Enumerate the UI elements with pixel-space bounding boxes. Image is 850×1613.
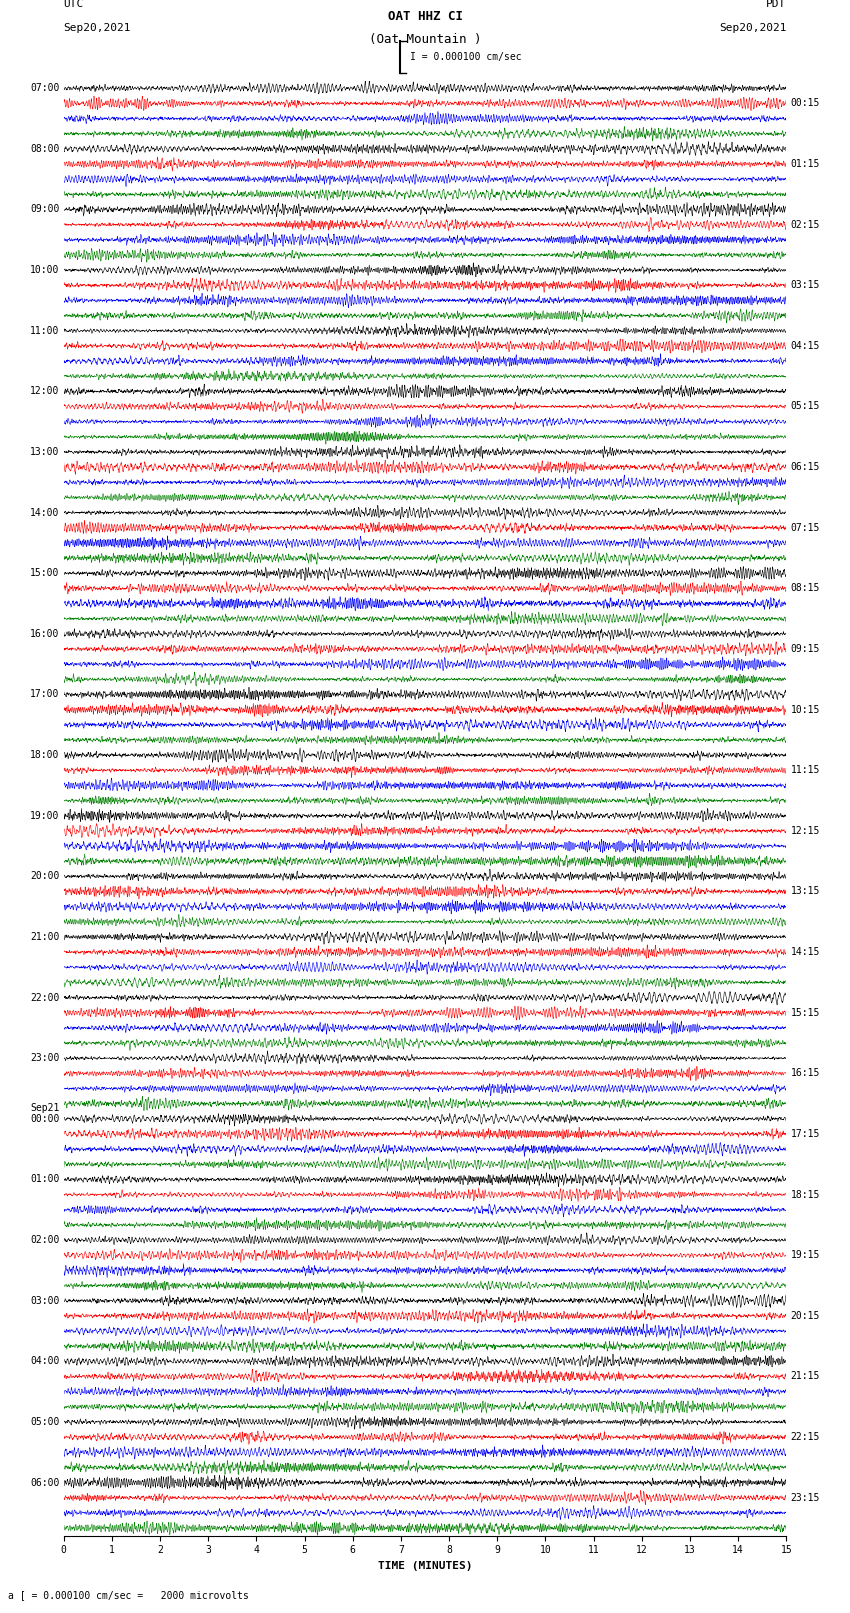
Text: (Oat Mountain ): (Oat Mountain ) — [369, 32, 481, 47]
Text: 22:00: 22:00 — [30, 992, 60, 1003]
Text: 20:15: 20:15 — [790, 1311, 820, 1321]
Text: 02:00: 02:00 — [30, 1236, 60, 1245]
Text: Sep21: Sep21 — [30, 1103, 60, 1113]
Text: 21:00: 21:00 — [30, 932, 60, 942]
Text: 17:15: 17:15 — [790, 1129, 820, 1139]
Text: 15:00: 15:00 — [30, 568, 60, 577]
Text: 11:00: 11:00 — [30, 326, 60, 336]
Text: 05:15: 05:15 — [790, 402, 820, 411]
Text: 13:00: 13:00 — [30, 447, 60, 456]
Text: 19:00: 19:00 — [30, 811, 60, 821]
Text: 16:00: 16:00 — [30, 629, 60, 639]
Text: 08:00: 08:00 — [30, 144, 60, 153]
Text: 17:00: 17:00 — [30, 689, 60, 700]
Text: 08:15: 08:15 — [790, 584, 820, 594]
Text: 18:15: 18:15 — [790, 1189, 820, 1200]
Text: 20:00: 20:00 — [30, 871, 60, 881]
Text: 22:15: 22:15 — [790, 1432, 820, 1442]
X-axis label: TIME (MINUTES): TIME (MINUTES) — [377, 1561, 473, 1571]
Text: 23:15: 23:15 — [790, 1492, 820, 1503]
Text: 07:00: 07:00 — [30, 84, 60, 94]
Text: 10:00: 10:00 — [30, 265, 60, 276]
Text: I = 0.000100 cm/sec: I = 0.000100 cm/sec — [410, 52, 521, 63]
Text: 21:15: 21:15 — [790, 1371, 820, 1381]
Text: 03:15: 03:15 — [790, 281, 820, 290]
Text: 09:15: 09:15 — [790, 644, 820, 653]
Text: 19:15: 19:15 — [790, 1250, 820, 1260]
Text: a [ = 0.000100 cm/sec =   2000 microvolts: a [ = 0.000100 cm/sec = 2000 microvolts — [8, 1590, 249, 1600]
Text: 01:00: 01:00 — [30, 1174, 60, 1184]
Text: 00:15: 00:15 — [790, 98, 820, 108]
Text: 23:00: 23:00 — [30, 1053, 60, 1063]
Text: 11:15: 11:15 — [790, 765, 820, 776]
Text: 07:15: 07:15 — [790, 523, 820, 532]
Text: 15:15: 15:15 — [790, 1008, 820, 1018]
Text: 05:00: 05:00 — [30, 1416, 60, 1428]
Text: 03:00: 03:00 — [30, 1295, 60, 1305]
Text: 13:15: 13:15 — [790, 887, 820, 897]
Text: 12:15: 12:15 — [790, 826, 820, 836]
Text: 16:15: 16:15 — [790, 1068, 820, 1079]
Text: 12:00: 12:00 — [30, 387, 60, 397]
Text: Sep20,2021: Sep20,2021 — [719, 24, 786, 34]
Text: 14:15: 14:15 — [790, 947, 820, 957]
Text: Sep20,2021: Sep20,2021 — [64, 24, 131, 34]
Text: 18:00: 18:00 — [30, 750, 60, 760]
Text: PDT: PDT — [766, 0, 786, 10]
Text: 10:15: 10:15 — [790, 705, 820, 715]
Text: 04:00: 04:00 — [30, 1357, 60, 1366]
Text: 04:15: 04:15 — [790, 340, 820, 352]
Text: 14:00: 14:00 — [30, 508, 60, 518]
Text: 09:00: 09:00 — [30, 205, 60, 215]
Text: 02:15: 02:15 — [790, 219, 820, 229]
Text: 06:15: 06:15 — [790, 461, 820, 473]
Text: 00:00: 00:00 — [30, 1115, 60, 1124]
Text: 06:00: 06:00 — [30, 1478, 60, 1487]
Text: UTC: UTC — [64, 0, 84, 10]
Text: 01:15: 01:15 — [790, 160, 820, 169]
Text: OAT HHZ CI: OAT HHZ CI — [388, 11, 462, 24]
